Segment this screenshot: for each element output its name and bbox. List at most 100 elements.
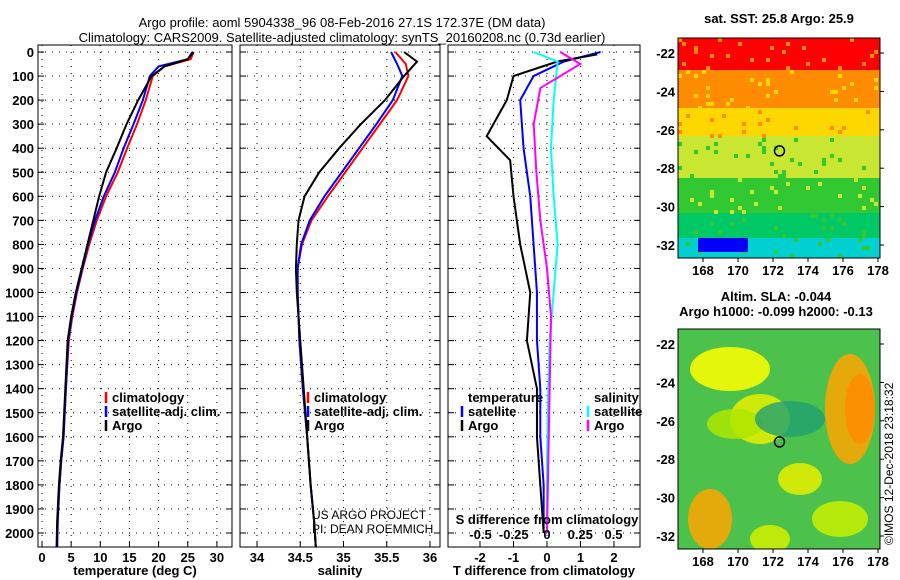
y-tick-label: 0 xyxy=(27,45,34,60)
lat-tick-label: -26 xyxy=(656,414,675,429)
sst-pixel xyxy=(830,214,834,218)
sst-pixel xyxy=(714,210,718,214)
x-tick-label: 20 xyxy=(151,550,165,565)
sst-pixel xyxy=(742,122,746,126)
lon-tick-label: 172 xyxy=(762,554,784,569)
sst-pixel xyxy=(730,98,734,102)
sst-pixel xyxy=(842,86,846,90)
sst-pixel xyxy=(874,86,878,90)
plot-frame xyxy=(447,44,641,548)
sst-pixel xyxy=(706,86,710,90)
map-field xyxy=(678,38,880,258)
sst-pixel xyxy=(678,130,682,134)
legend-label: Argo xyxy=(314,418,344,433)
sst-pixel xyxy=(710,118,714,122)
sst-pixel xyxy=(822,158,826,162)
sst-pixel xyxy=(682,42,686,46)
y-tick-label: 700 xyxy=(12,213,34,228)
sst-pixel xyxy=(850,38,854,42)
difference-extras: temperature salinitysatelliteArgosatellit… xyxy=(456,390,643,542)
x2-tick-label: 0.5 xyxy=(604,527,622,542)
sst-pixel xyxy=(862,62,866,66)
legend-label: climatology xyxy=(314,390,387,405)
sst-pixel xyxy=(782,174,786,178)
sst-pixel xyxy=(838,254,842,258)
sst-pixel xyxy=(818,182,822,186)
y-tick-label: 2000 xyxy=(5,526,34,541)
sst-pixel xyxy=(826,238,830,242)
sst-pixel xyxy=(770,186,774,190)
sst-pixel xyxy=(702,70,706,74)
sst-pixel xyxy=(794,238,798,242)
sst-pixel xyxy=(862,230,866,234)
sst-pixel xyxy=(874,50,878,54)
sst-pixel xyxy=(678,122,682,126)
sst-pixel xyxy=(786,42,790,46)
sst-pixel xyxy=(762,134,766,138)
lon-tick-label: 168 xyxy=(692,554,714,569)
sst-pixel xyxy=(714,142,718,146)
y-tick-label: 1000 xyxy=(5,286,34,301)
y-tick-label: 300 xyxy=(12,117,34,132)
lat-tick-label: -24 xyxy=(656,84,676,99)
legend-label: climatology xyxy=(112,390,185,405)
x2-tick-label: -0.5 xyxy=(469,527,491,542)
sst-pixel xyxy=(870,198,874,202)
y-tick-label: 400 xyxy=(12,141,34,156)
sst-pixel xyxy=(742,130,746,134)
sst-pixel xyxy=(874,78,878,82)
copyright-text: ©IMOS 12-Dec-2018 23:18:32 xyxy=(882,382,896,545)
sst-pixel xyxy=(762,146,766,150)
sst-pixel xyxy=(754,202,758,206)
sla-blob xyxy=(707,409,763,439)
sst-pixel xyxy=(718,38,722,42)
sla-blob xyxy=(755,401,825,437)
sst-pixel xyxy=(806,186,810,190)
sst-pixel xyxy=(750,58,754,62)
lon-tick-label: 174 xyxy=(797,263,819,278)
panel-temperature: 0100200300400500600700800900100011001200… xyxy=(5,44,233,578)
sst-pixel xyxy=(786,66,790,70)
y-tick-label: 1500 xyxy=(5,406,34,421)
sst-pixel xyxy=(866,246,870,250)
x-axis-label: salinity xyxy=(318,563,364,578)
sst-band xyxy=(678,136,880,178)
x2-axis-label: S difference from climatology xyxy=(456,512,640,527)
sst-pixel xyxy=(790,70,794,74)
sst-pixel xyxy=(862,166,866,170)
lat-tick-label: -32 xyxy=(656,238,675,253)
sst-pixel xyxy=(694,46,698,50)
sst-pixel xyxy=(782,170,786,174)
sst-pixel xyxy=(814,170,818,174)
legend-label: Argo xyxy=(594,418,624,433)
y-tick-label: 1400 xyxy=(5,382,34,397)
sst-pixel xyxy=(778,206,782,210)
sst-pixel xyxy=(738,178,742,182)
sst-pixel xyxy=(714,150,718,154)
map-sla-map: 168 170 172 174 176 178 -22 -24 -26 -28 -30 -32 xyxy=(656,328,889,569)
series-line-s-satellite xyxy=(533,51,559,533)
credit-pi: PI: DEAN ROEMMICH xyxy=(312,522,433,536)
sla-blob xyxy=(812,501,868,537)
x-tick-label: 34.5 xyxy=(288,550,313,565)
sst-pixel xyxy=(706,94,710,98)
sst-pixel xyxy=(766,82,770,86)
sla-blob xyxy=(750,525,790,549)
sst-pixel xyxy=(678,142,682,146)
sst-pixel xyxy=(710,194,714,198)
sst-pixel xyxy=(690,174,694,178)
sst-pixel xyxy=(726,54,730,58)
x-axis-label: T difference from climatology xyxy=(453,563,636,578)
lon-tick-label: 178 xyxy=(867,554,889,569)
map-frame xyxy=(677,328,881,550)
sst-pixel xyxy=(758,122,762,126)
sst-pixel xyxy=(686,242,690,246)
sst-pixel xyxy=(718,134,722,138)
x-tick-label: 36 xyxy=(423,550,437,565)
sst-pixel xyxy=(738,206,742,210)
sst-pixel xyxy=(710,222,714,226)
sst-pixel xyxy=(854,98,858,102)
sst-band xyxy=(678,213,880,238)
sst-pixel xyxy=(834,90,838,94)
